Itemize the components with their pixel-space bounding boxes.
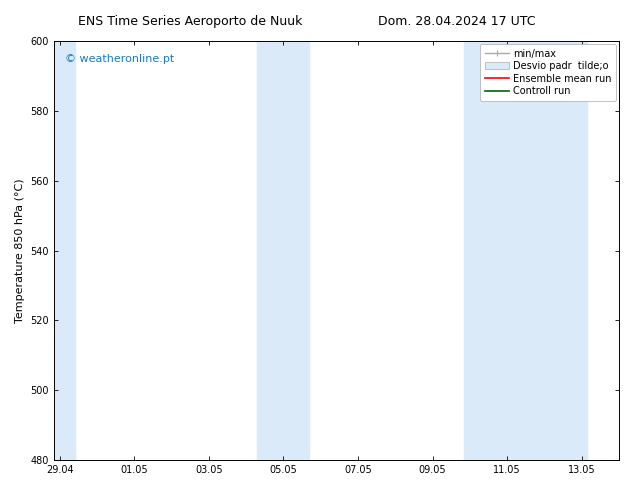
Text: ENS Time Series Aeroporto de Nuuk: ENS Time Series Aeroporto de Nuuk <box>78 15 302 28</box>
Y-axis label: Temperature 850 hPa (°C): Temperature 850 hPa (°C) <box>15 178 25 323</box>
Bar <box>54 41 75 460</box>
Text: Dom. 28.04.2024 17 UTC: Dom. 28.04.2024 17 UTC <box>378 15 535 28</box>
Bar <box>464 41 587 460</box>
Text: © weatheronline.pt: © weatheronline.pt <box>65 53 174 64</box>
Bar <box>257 41 309 460</box>
Legend: min/max, Desvio padr  tilde;o, Ensemble mean run, Controll run: min/max, Desvio padr tilde;o, Ensemble m… <box>480 44 616 101</box>
